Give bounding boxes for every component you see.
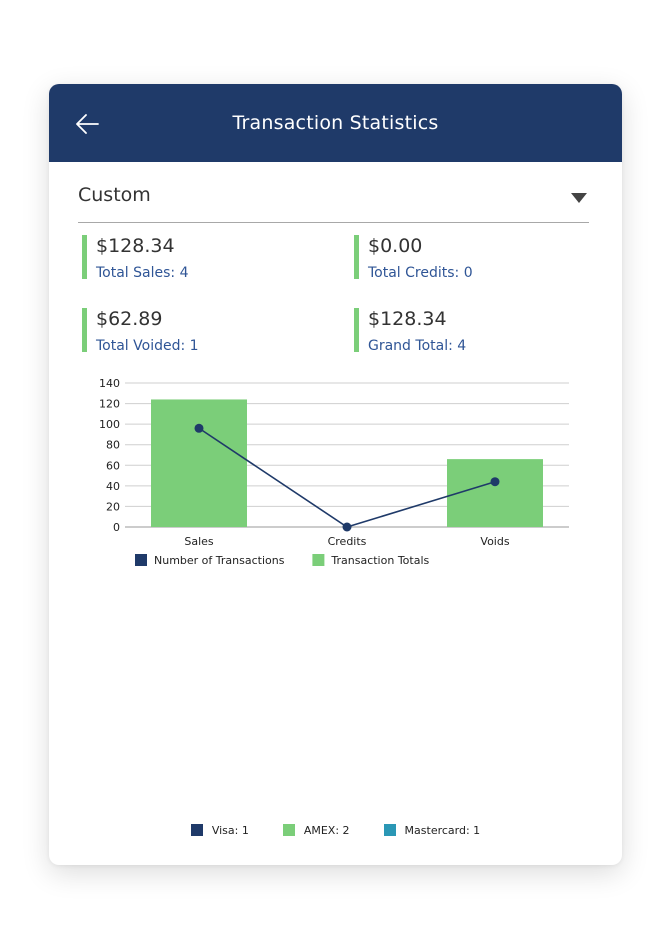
- line-point-sales: [194, 423, 204, 433]
- stat-grand-total: $128.34 Grand Total: 4: [354, 308, 584, 354]
- legend-swatch: [190, 824, 203, 836]
- bar-sales: [151, 399, 247, 527]
- y-tick-label: 40: [106, 480, 120, 493]
- legend-label: Mastercard: 1: [404, 823, 481, 837]
- stat-amount: $0.00: [368, 235, 423, 257]
- legend-label: Visa: 1: [211, 823, 249, 837]
- stat-total-voided: $62.89 Total Voided: 1: [82, 308, 312, 354]
- y-tick-label: 80: [106, 439, 120, 452]
- stat-accent-bar: [82, 235, 87, 279]
- stat-total-sales: $128.34 Total Sales: 4: [82, 235, 312, 281]
- line-point-credits: [342, 522, 352, 532]
- x-tick-label: Voids: [480, 535, 509, 548]
- legend-item-visa: Visa: 1: [190, 822, 249, 838]
- y-tick-label: 140: [99, 377, 120, 390]
- y-tick-label: 20: [106, 500, 120, 513]
- x-tick-label: Sales: [184, 535, 214, 548]
- statistics-card: Transaction Statistics Custom $128.34 To…: [49, 84, 622, 865]
- page-title: Transaction Statistics: [232, 112, 439, 134]
- legend-swatch: [135, 554, 147, 566]
- stat-label: Total Credits: 0: [368, 265, 473, 281]
- back-button[interactable]: [71, 108, 103, 140]
- chart-legend-label: Number of Transactions: [154, 554, 285, 567]
- stat-total-credits: $0.00 Total Credits: 0: [354, 235, 584, 281]
- y-tick-label: 60: [106, 459, 120, 472]
- app-header: Transaction Statistics: [49, 84, 622, 162]
- stat-label: Total Sales: 4: [96, 265, 189, 281]
- legend-swatch: [312, 554, 325, 566]
- line-point-voids: [490, 477, 500, 487]
- chart-svg: 0 20 40 60 80 100 120 140 Sales Credits Voids Numbe…: [99, 377, 569, 567]
- legend-swatch: [383, 824, 396, 836]
- arrow-left-icon: [76, 114, 99, 134]
- legend-label: AMEX: 2: [303, 823, 350, 837]
- y-tick-label: 0: [113, 521, 120, 534]
- stat-amount: $128.34: [96, 235, 175, 257]
- legend-item-amex: AMEX: 2: [282, 822, 350, 838]
- stat-label: Total Voided: 1: [96, 338, 199, 354]
- chart-legend-label: Transaction Totals: [330, 554, 429, 567]
- stat-accent-bar: [354, 308, 359, 352]
- legend-item-mastercard: Mastercard: 1: [383, 822, 481, 838]
- bar-voids: [447, 459, 543, 527]
- transactions-chart: 0 20 40 60 80 100 120 140 Sales Credits Voids Numbe…: [49, 369, 622, 574]
- y-tick-label: 120: [99, 398, 120, 411]
- legend-swatch: [282, 824, 295, 836]
- date-range-dropdown[interactable]: Custom: [78, 182, 589, 223]
- stat-amount: $62.89: [96, 308, 163, 330]
- card-type-legend: Visa: 1 AMEX: 2 Mastercard: 1: [49, 822, 622, 838]
- caret-down-icon: [571, 193, 587, 203]
- stat-accent-bar: [82, 308, 87, 352]
- stat-label: Grand Total: 4: [368, 338, 467, 354]
- y-tick-label: 100: [99, 418, 120, 431]
- dropdown-selected-value: Custom: [78, 184, 151, 206]
- stat-accent-bar: [354, 235, 359, 279]
- stat-amount: $128.34: [368, 308, 447, 330]
- x-tick-label: Credits: [328, 535, 367, 548]
